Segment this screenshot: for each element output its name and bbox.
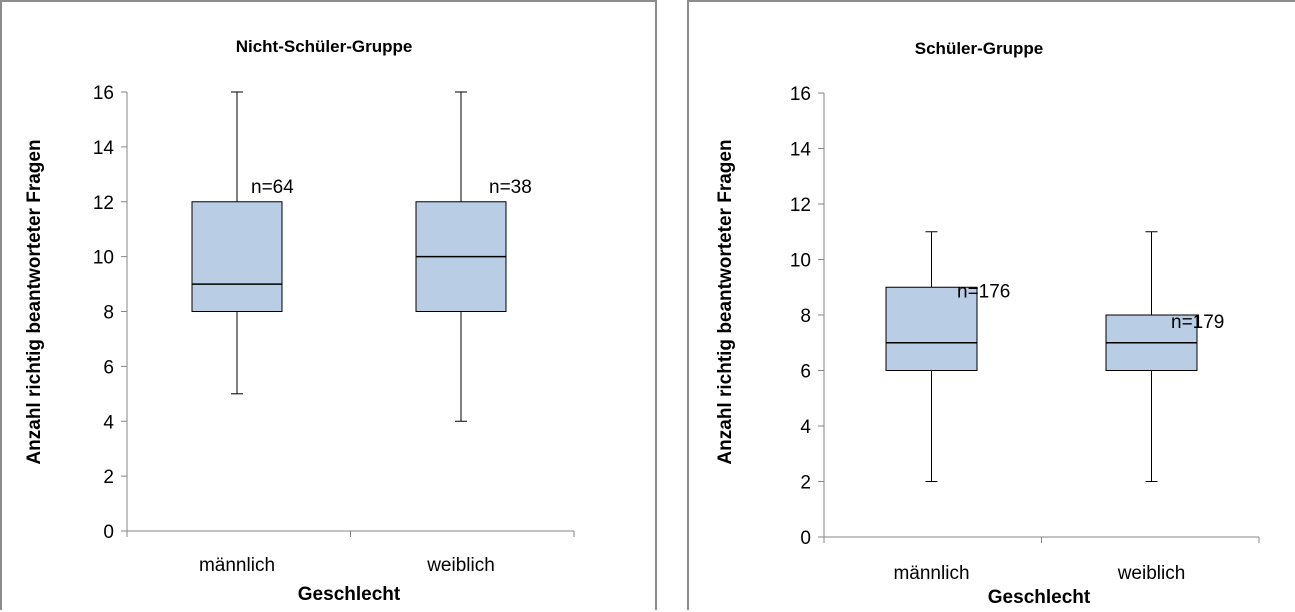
box-weiblich: n=38 — [415, 91, 532, 422]
n-label: n=179 — [1171, 312, 1224, 333]
box-iqr — [191, 201, 283, 312]
chart-svg-nicht-schueler: Nicht-Schüler-Gruppe Anzahl richtig beant… — [24, 37, 575, 605]
box-maennlich: n=176 — [885, 231, 1010, 482]
x-axis-title: Geschlecht — [298, 584, 401, 605]
y-tick-label: 12 — [93, 193, 114, 214]
y-tick-label: 0 — [800, 528, 811, 549]
chart-title: Schüler-Gruppe — [915, 39, 1043, 58]
chart-svg-schueler: Schüler-Gruppe Anzahl richtig beantwortet… — [715, 39, 1260, 608]
y-axis-title: Anzahl richtig beantworteter Fragen — [24, 139, 45, 464]
n-label: n=38 — [489, 177, 532, 198]
y-tick-label: 16 — [790, 84, 811, 105]
y-tick-label: 6 — [800, 362, 811, 383]
box-weiblich: n=179 — [1105, 231, 1224, 482]
box-maennlich: n=64 — [191, 91, 294, 395]
category-label: weiblich — [1117, 563, 1186, 584]
y-tick-label: 0 — [103, 522, 114, 543]
chart-title: Nicht-Schüler-Gruppe — [236, 37, 413, 56]
y-tick-label: 8 — [103, 303, 114, 324]
chart-panel-schueler: Schüler-Gruppe Anzahl richtig beantwortet… — [687, 0, 1295, 610]
y-tick-label: 12 — [790, 195, 811, 216]
y-axis-title: Anzahl richtig beantworteter Fragen — [715, 139, 736, 464]
y-tick-label: 4 — [103, 412, 114, 433]
y-tick-label: 6 — [103, 357, 114, 378]
n-label: n=176 — [957, 281, 1010, 302]
category-label: weiblich — [426, 555, 495, 576]
y-tick-label: 8 — [800, 306, 811, 327]
y-tick-label: 2 — [800, 473, 811, 494]
y-tick-label: 4 — [800, 417, 811, 438]
y-tick-label: 14 — [790, 140, 812, 161]
y-tick-label: 2 — [103, 467, 114, 488]
y-tick-label: 14 — [93, 138, 115, 159]
y-tick-label: 16 — [93, 83, 114, 104]
x-axis-title: Geschlecht — [988, 587, 1091, 608]
n-label: n=64 — [251, 177, 294, 198]
y-tick-label: 10 — [93, 248, 114, 269]
category-label: männlich — [199, 555, 275, 576]
category-label: männlich — [893, 563, 969, 584]
box-iqr — [885, 286, 978, 371]
y-tick-label: 10 — [790, 251, 811, 272]
chart-panel-nicht-schueler: Nicht-Schüler-Gruppe Anzahl richtig beant… — [0, 0, 657, 610]
